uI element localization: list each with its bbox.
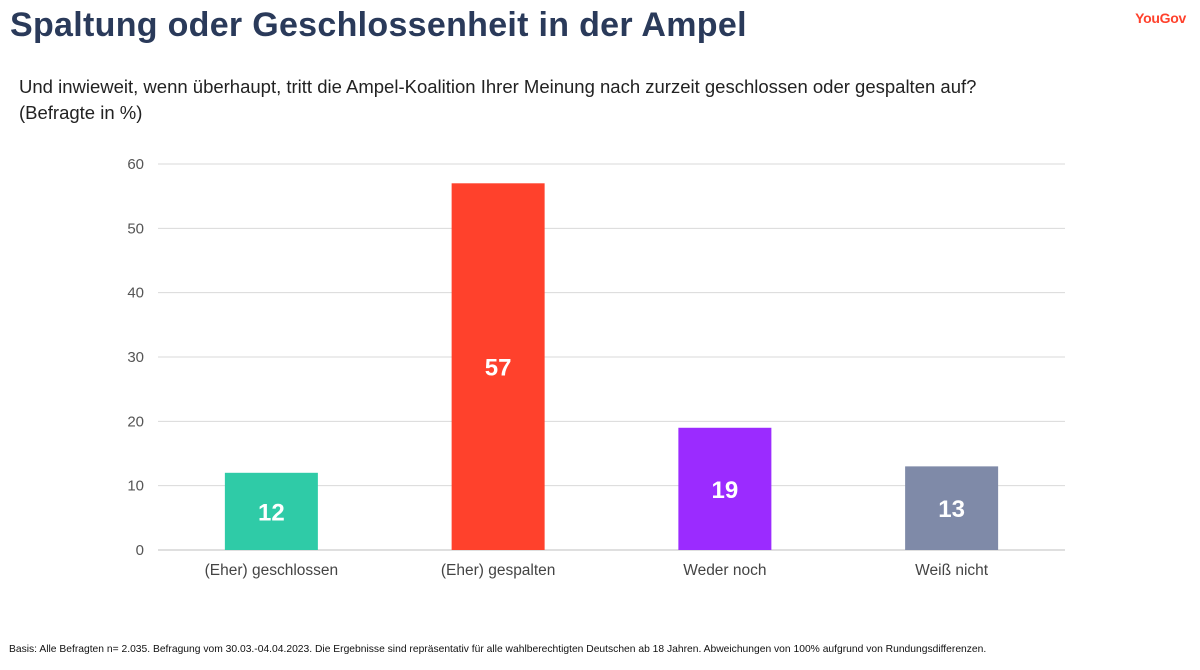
y-tick-label: 50 xyxy=(127,220,144,237)
bar-4 xyxy=(905,466,999,550)
bars xyxy=(224,183,999,551)
bar-2 xyxy=(451,183,545,551)
bar-chart: 0 10 20 30 40 50 60 12 57 19 13 (Eher) geschlosse… xyxy=(127,156,1065,579)
bar-value-label: 57 xyxy=(485,355,512,382)
y-tick-label: 60 xyxy=(127,156,144,173)
x-category-label: (Eher) gespalten xyxy=(441,562,556,579)
x-axis-labels: (Eher) geschlossen (Eher) gespalten Weder … xyxy=(205,562,989,579)
bar-value-label: 13 xyxy=(938,496,965,523)
y-tick-label: 20 xyxy=(127,413,144,430)
question-text: Und inwieweit, wenn überhaupt, tritt die… xyxy=(19,76,977,97)
y-tick-label: 40 xyxy=(127,285,144,302)
bar-value-label: 19 xyxy=(712,477,739,504)
question-unit: (Befragte in %) xyxy=(19,102,143,123)
survey-question: Und inwieweit, wenn überhaupt, tritt die… xyxy=(19,74,1179,126)
x-category-label: Weiß nicht xyxy=(915,562,989,579)
bar-value-label: 12 xyxy=(258,499,285,526)
bar-value-labels: 12 57 19 13 xyxy=(258,355,965,527)
bar-1 xyxy=(224,472,318,550)
footnote-basis: Basis: Alle Befragten n= 2.035. Befragun… xyxy=(9,644,987,655)
bar-3 xyxy=(678,427,772,550)
x-category-label: (Eher) geschlossen xyxy=(205,562,339,579)
y-tick-label: 30 xyxy=(127,349,144,366)
y-axis-ticks: 0 10 20 30 40 50 60 xyxy=(127,156,144,559)
chart-title: Spaltung oder Geschlossenheit in der Amp… xyxy=(10,6,747,44)
x-category-label: Weder noch xyxy=(683,562,766,579)
y-tick-label: 10 xyxy=(127,478,144,495)
yougov-logo: YouGov xyxy=(1135,10,1186,26)
y-tick-label: 0 xyxy=(136,542,144,559)
